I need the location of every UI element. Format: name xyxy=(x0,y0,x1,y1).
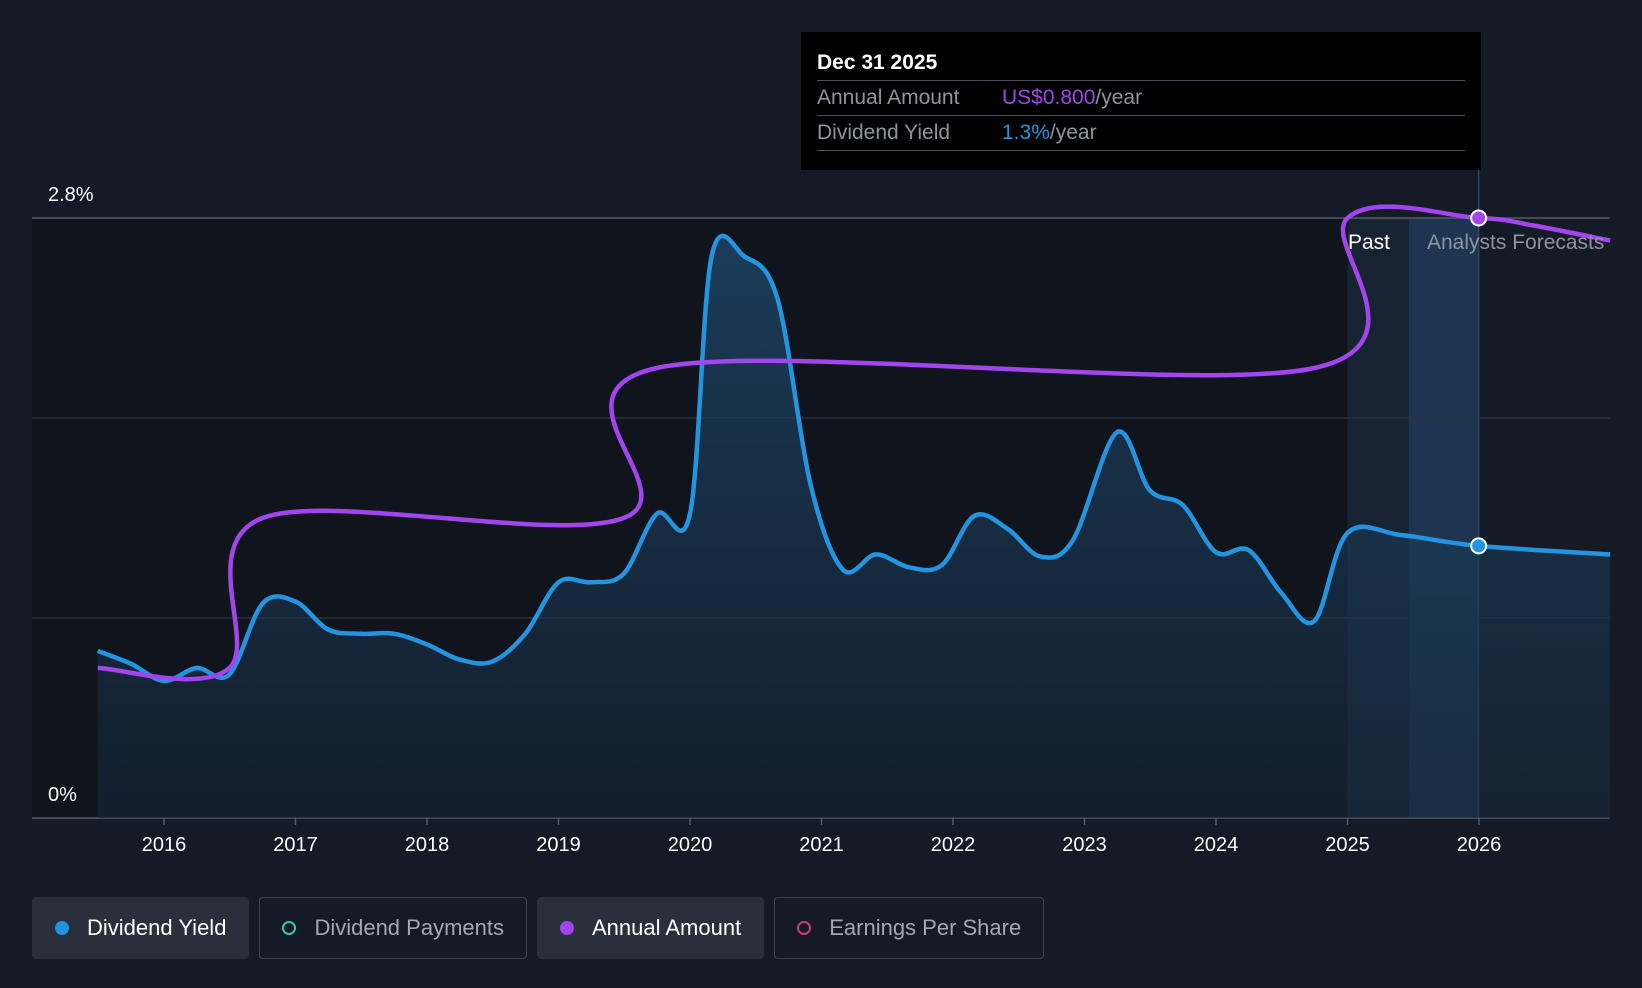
annual-amount-line xyxy=(97,204,1611,682)
legend-label: Annual Amount xyxy=(591,915,742,940)
legend-label: Earnings Per Share xyxy=(829,915,1022,940)
x-tick-label: 2022 xyxy=(931,834,976,856)
dividend-yield-point xyxy=(1470,537,1488,555)
legend-label: Dividend Payments xyxy=(314,915,504,940)
legend-annual-amount[interactable]: Annual Amount xyxy=(536,897,765,959)
tooltip-value: 1.3% xyxy=(1002,121,1050,144)
tooltip-suffix: /year xyxy=(1095,86,1143,109)
tooltip-row-annual-amount: Annual Amount US$0.800 /year xyxy=(817,80,1465,115)
legend-dot-icon xyxy=(559,921,574,935)
x-tick-label: 2023 xyxy=(1062,834,1107,856)
legend-dividend-yield[interactable]: Dividend Yield xyxy=(32,897,250,959)
dividend-yield-area xyxy=(97,235,1611,819)
dividend-yield-line xyxy=(96,233,1611,684)
x-tick-label: 2021 xyxy=(799,834,844,856)
y-tick-label: 0% xyxy=(48,784,77,806)
past-label: Past xyxy=(1348,231,1390,254)
tooltip-date: Dec 31 2025 xyxy=(817,51,938,74)
x-tick-label: 2026 xyxy=(1457,834,1502,856)
chart-legend: Dividend Yield Dividend Payments Annual … xyxy=(32,897,1045,959)
tooltip-label: Annual Amount xyxy=(817,86,960,109)
tooltip-label: Dividend Yield xyxy=(817,121,951,144)
x-tick-label: 2018 xyxy=(405,834,450,856)
forecast-label: Analysts Forecasts xyxy=(1427,231,1604,254)
x-tick-label: 2024 xyxy=(1194,834,1239,856)
legend-earnings-per-share[interactable]: Earnings Per Share xyxy=(774,897,1045,959)
tooltip-suffix: /year xyxy=(1049,121,1097,144)
x-tick-label: 2017 xyxy=(273,834,318,856)
chart-tooltip: Dec 31 2025 Annual Amount US$0.800 /year… xyxy=(801,32,1481,170)
tooltip-value: US$0.800 xyxy=(1002,86,1096,109)
annual-amount-point xyxy=(1470,209,1488,227)
x-tick-label: 2025 xyxy=(1325,834,1370,856)
legend-dividend-payments[interactable]: Dividend Payments xyxy=(259,897,527,959)
x-tick-label: 2020 xyxy=(668,834,713,856)
x-tick-label: 2016 xyxy=(142,834,187,856)
legend-label: Dividend Yield xyxy=(87,915,227,940)
legend-dot-icon xyxy=(55,921,69,935)
y-tick-label: 2.8% xyxy=(48,184,94,206)
legend-ring-icon xyxy=(797,921,812,935)
x-tick-label: 2019 xyxy=(536,834,581,856)
legend-ring-icon xyxy=(282,921,297,935)
tooltip-row-dividend-yield: Dividend Yield 1.3% /year xyxy=(817,115,1465,151)
